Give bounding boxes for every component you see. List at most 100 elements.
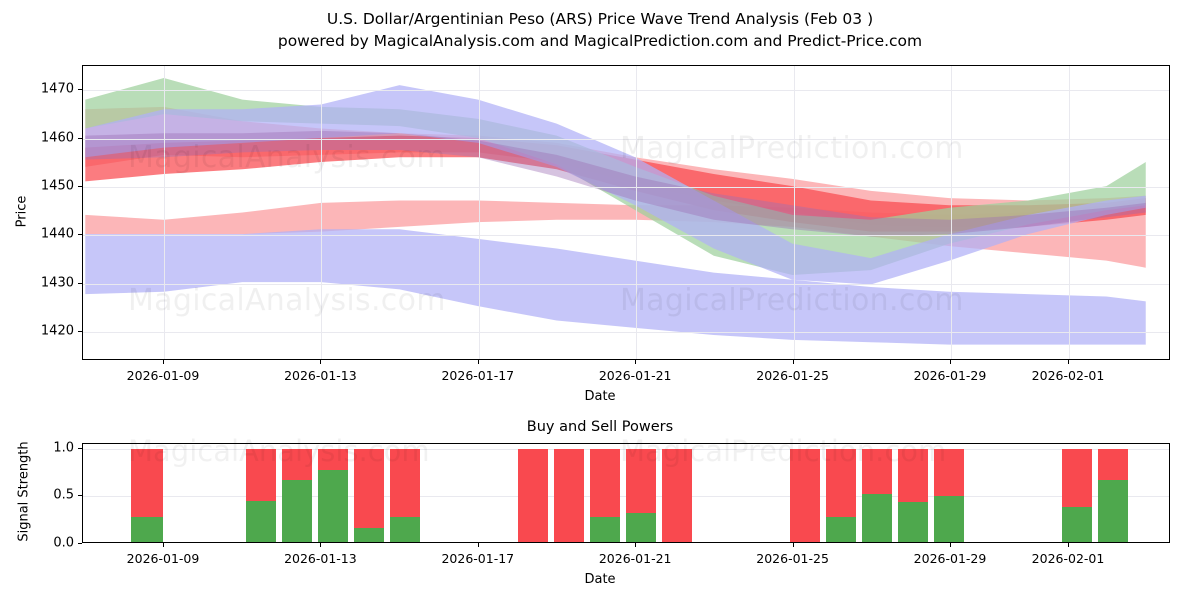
price-chart-plot-area	[82, 65, 1170, 360]
chart-title-line-2: powered by MagicalAnalysis.com and Magic…	[277, 32, 923, 50]
signal-x-tick-label: 2026-02-01	[1031, 551, 1105, 566]
bar-sell-power	[934, 448, 964, 497]
price-gridline-h	[83, 235, 1169, 237]
bar-sell-power	[282, 448, 312, 481]
price-gridline-v	[636, 66, 638, 359]
price-chart-x-axis-label: Date	[584, 389, 616, 404]
signal-y-tickmark	[78, 543, 82, 544]
signal-x-tick-label: 2026-01-09	[126, 551, 200, 566]
bar-sell-power	[518, 448, 548, 542]
signal-y-tick-label: 0.5	[53, 487, 74, 503]
price-x-tick-label: 2026-01-09	[126, 368, 200, 383]
price-y-tickmark	[78, 234, 82, 236]
signal-y-tickmark	[78, 447, 82, 449]
price-gridline-v	[164, 66, 165, 359]
price-gridline-h	[83, 186, 1169, 188]
price-x-tickmark	[163, 360, 164, 364]
price-y-tick-label: 1460	[40, 130, 74, 145]
price-gridline-v	[1069, 66, 1070, 359]
bar-buy-power	[934, 496, 964, 542]
bar-sell-power	[862, 448, 892, 494]
bar-buy-power	[1098, 480, 1128, 542]
signal-y-tick-label: 1.0	[53, 440, 74, 456]
price-gridline-h	[83, 283, 1169, 285]
bar-sell-power	[246, 448, 276, 502]
signal-y-tickmark	[78, 495, 82, 497]
bar-sell-power	[1098, 448, 1128, 481]
price-gridline-v	[321, 66, 323, 359]
signal-x-tickmark	[635, 543, 637, 547]
bar-buy-power	[626, 512, 656, 542]
price-y-tick-label: 1420	[40, 323, 74, 339]
signal-x-tickmark	[320, 543, 322, 547]
signal-x-tick-label: 2026-01-29	[913, 551, 987, 566]
price-y-tickmark	[78, 282, 82, 284]
signal-chart-title: Buy and Sell Powers	[526, 419, 674, 435]
price-x-tickmark	[1068, 360, 1069, 364]
signal-x-tick-label: 2026-01-17	[441, 551, 515, 566]
chart-title-line-1: U.S. Dollar/Argentinian Peso (ARS) Price…	[326, 10, 874, 28]
bar-buy-power	[590, 517, 620, 542]
price-x-tickmark	[320, 360, 322, 364]
price-x-tick-label: 2026-02-01	[1031, 368, 1105, 383]
bar-buy-power	[318, 469, 348, 542]
price-x-tickmark	[635, 360, 637, 364]
bar-sell-power	[662, 448, 692, 542]
price-gridline-v	[951, 66, 952, 359]
price-chart-y-axis-label: Price	[14, 195, 30, 227]
price-x-tickmark	[950, 360, 951, 364]
bar-sell-power	[626, 448, 656, 513]
bar-sell-power	[790, 448, 820, 542]
price-y-tick-label: 1440	[40, 226, 74, 242]
price-y-tickmark	[78, 89, 82, 91]
bar-buy-power	[826, 517, 856, 542]
bar-sell-power	[1062, 448, 1092, 507]
bar-sell-power	[898, 448, 928, 503]
bar-buy-power	[354, 527, 384, 542]
bar-buy-power	[131, 517, 163, 542]
price-gridline-h	[83, 138, 1169, 140]
price-y-tickmark	[78, 185, 82, 187]
price-gridline-h	[83, 332, 1169, 333]
signal-x-tick-label: 2026-01-25	[756, 551, 829, 566]
price-x-tickmark	[477, 360, 479, 364]
signal-chart-plot-area	[82, 443, 1170, 543]
signal-x-tick-label: 2026-01-21	[598, 551, 672, 566]
price-x-tick-label: 2026-01-21	[598, 368, 672, 383]
bar-sell-power	[390, 448, 420, 518]
price-x-tick-label: 2026-01-25	[756, 368, 829, 383]
price-y-tickmark	[78, 137, 82, 139]
price-y-tick-label: 1470	[40, 81, 74, 97]
price-y-tick-label: 1430	[40, 275, 74, 291]
bar-buy-power	[898, 502, 928, 542]
band-blue-lower-band	[85, 229, 1146, 345]
bar-buy-power	[1062, 506, 1092, 542]
signal-chart-x-axis-label: Date	[584, 572, 616, 587]
price-x-tick-label: 2026-01-17	[441, 368, 515, 383]
signal-x-tickmark	[792, 543, 794, 547]
signal-y-tick-label: 0.0	[53, 535, 74, 551]
price-wave-bands	[85, 78, 1146, 345]
price-gridline-v	[793, 66, 795, 359]
signal-x-tickmark	[950, 543, 951, 547]
signal-x-tickmark	[1068, 543, 1069, 547]
signal-x-tickmark	[477, 543, 479, 547]
bar-buy-power	[246, 501, 276, 542]
bar-sell-power	[318, 448, 348, 470]
signal-chart-y-axis-label: Signal Strength	[16, 441, 32, 542]
bar-sell-power	[354, 448, 384, 528]
price-y-tickmark	[78, 331, 82, 332]
chart-title-block: U.S. Dollar/Argentinian Peso (ARS) Price…	[0, 8, 1200, 52]
bar-sell-power	[554, 448, 584, 542]
price-x-tick-label: 2026-01-13	[284, 368, 357, 383]
price-x-tickmark	[792, 360, 794, 364]
bar-buy-power	[282, 480, 312, 542]
signal-x-tickmark	[163, 543, 164, 547]
signal-x-tick-label: 2026-01-13	[284, 551, 357, 566]
bar-sell-power	[131, 448, 163, 518]
price-gridline-v	[478, 66, 480, 359]
band-purple-overlap-band	[85, 130, 1146, 237]
bar-sell-power	[590, 448, 620, 518]
bar-buy-power	[862, 493, 892, 542]
